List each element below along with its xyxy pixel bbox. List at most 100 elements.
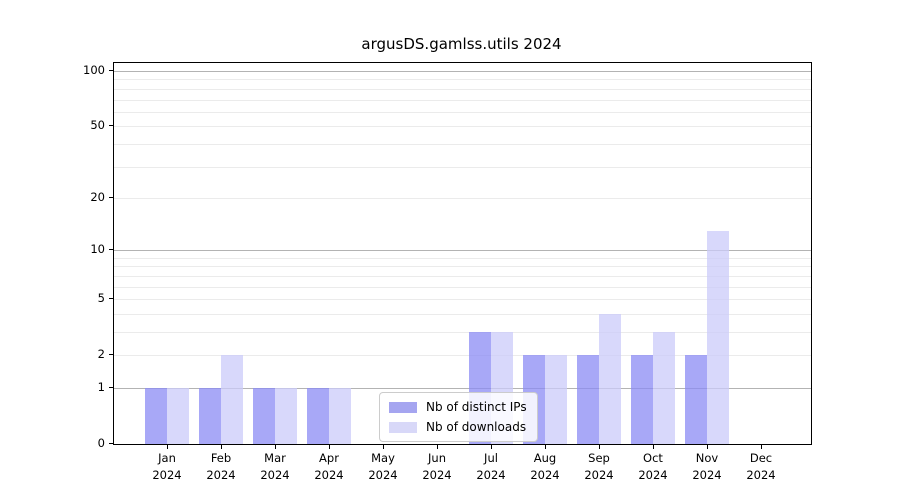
x-tick-mark	[491, 445, 492, 449]
x-tick-month: Mar	[264, 451, 286, 465]
y-tick-mark	[109, 196, 113, 198]
legend: Nb of distinct IPs Nb of downloads	[379, 392, 538, 442]
x-tick-label-apr: Apr 2024	[302, 450, 356, 484]
gridline-minor	[114, 88, 811, 90]
x-tick-mark	[653, 445, 654, 449]
bar-downloads-feb	[221, 355, 243, 444]
gridline-minor	[114, 286, 811, 288]
x-tick-year: 2024	[530, 468, 560, 482]
x-tick-label-may: May 2024	[356, 450, 410, 484]
bar-downloads-apr	[329, 388, 351, 444]
legend-item-distinct-ips: Nb of distinct IPs	[389, 400, 527, 414]
gridline-minor	[114, 111, 811, 113]
x-tick-label-nov: Nov 2024	[680, 450, 734, 484]
x-tick-month: Feb	[210, 451, 232, 465]
x-tick-year: 2024	[692, 468, 722, 482]
gridline-minor	[114, 197, 811, 199]
plot-area: Nb of distinct IPs Nb of downloads	[113, 62, 812, 445]
x-tick-mark	[437, 445, 438, 449]
legend-swatch-downloads	[389, 421, 417, 433]
y-tick-label: 1	[97, 379, 105, 394]
x-tick-month: Jul	[484, 451, 498, 465]
gridline-minor	[114, 79, 811, 81]
y-tick-mark	[109, 386, 113, 388]
bar-distinct-ips-oct	[631, 355, 653, 444]
bar-distinct-ips-mar	[253, 388, 275, 444]
gridline-minor	[114, 355, 811, 357]
x-tick-month: Aug	[533, 451, 557, 465]
legend-item-downloads: Nb of downloads	[389, 420, 527, 434]
bar-distinct-ips-feb	[199, 388, 221, 444]
x-tick-year: 2024	[260, 468, 290, 482]
x-tick-year: 2024	[206, 468, 236, 482]
x-tick-month: May	[371, 451, 395, 465]
x-tick-year: 2024	[476, 468, 506, 482]
x-tick-label-mar: Mar 2024	[248, 450, 302, 484]
gridline-minor	[114, 299, 811, 301]
gridline-minor	[114, 257, 811, 259]
gridline-major	[114, 387, 811, 389]
gridline-minor	[114, 166, 811, 168]
bar-distinct-ips-apr	[307, 388, 329, 444]
y-tick-label: 0	[97, 436, 105, 450]
y-tick-mark	[109, 249, 113, 251]
x-tick-label-aug: Aug 2024	[518, 450, 572, 484]
bar-downloads-jan	[167, 388, 189, 444]
x-tick-month: Nov	[695, 451, 719, 465]
x-tick-mark	[167, 445, 168, 449]
x-tick-month: Jun	[428, 451, 446, 465]
x-tick-label-feb: Feb 2024	[194, 450, 248, 484]
gridline-minor	[114, 266, 811, 268]
x-tick-year: 2024	[584, 468, 614, 482]
x-tick-label-dec: Dec 2024	[734, 450, 788, 484]
x-tick-label-jan: Jan 2024	[140, 450, 194, 484]
bar-downloads-oct	[653, 331, 675, 444]
gridline-minor	[114, 275, 811, 277]
x-tick-month: Apr	[319, 451, 339, 465]
y-tick-mark	[109, 354, 113, 356]
y-tick-mark	[109, 70, 113, 72]
x-tick-month: Sep	[588, 451, 610, 465]
x-tick-mark	[383, 445, 384, 449]
x-tick-year: 2024	[422, 468, 452, 482]
x-tick-year: 2024	[638, 468, 668, 482]
gridline-minor	[114, 99, 811, 101]
y-tick-mark	[109, 125, 113, 127]
y-tick-label: 20	[90, 189, 105, 204]
gridline-major	[114, 71, 811, 73]
x-tick-year: 2024	[746, 468, 776, 482]
gridline-minor	[114, 331, 811, 333]
x-tick-label-jun: Jun 2024	[410, 450, 464, 484]
gridline-major	[114, 250, 811, 252]
bar-downloads-aug	[545, 355, 567, 444]
x-tick-label-jul: Jul 2024	[464, 450, 518, 484]
gridline-minor	[114, 313, 811, 315]
legend-swatch-ips	[389, 401, 417, 413]
bar-distinct-ips-jan	[145, 388, 167, 444]
x-tick-label-oct: Oct 2024	[626, 450, 680, 484]
bar-downloads-sep	[599, 313, 621, 444]
x-tick-label-sep: Sep 2024	[572, 450, 626, 484]
x-tick-mark	[221, 445, 222, 449]
gridline-minor	[114, 143, 811, 145]
legend-label-ips: Nb of distinct IPs	[426, 400, 527, 414]
legend-label-downloads: Nb of downloads	[426, 420, 527, 434]
x-tick-year: 2024	[368, 468, 398, 482]
x-tick-mark	[599, 445, 600, 449]
y-tick-label: 50	[90, 118, 105, 133]
y-tick-label: 10	[90, 242, 105, 257]
x-tick-mark	[707, 445, 708, 449]
x-tick-month: Dec	[749, 451, 773, 465]
x-tick-month: Oct	[643, 451, 663, 465]
bar-distinct-ips-sep	[577, 355, 599, 444]
y-tick-label: 100	[83, 63, 105, 78]
x-tick-year: 2024	[314, 468, 344, 482]
y-tick-label: 5	[97, 291, 105, 306]
y-tick-label: 2	[97, 347, 105, 362]
y-tick-mark	[109, 443, 113, 444]
x-tick-mark	[275, 445, 276, 449]
bar-downloads-mar	[275, 388, 297, 444]
bar-distinct-ips-nov	[685, 355, 707, 444]
x-tick-month: Jan	[158, 451, 176, 465]
